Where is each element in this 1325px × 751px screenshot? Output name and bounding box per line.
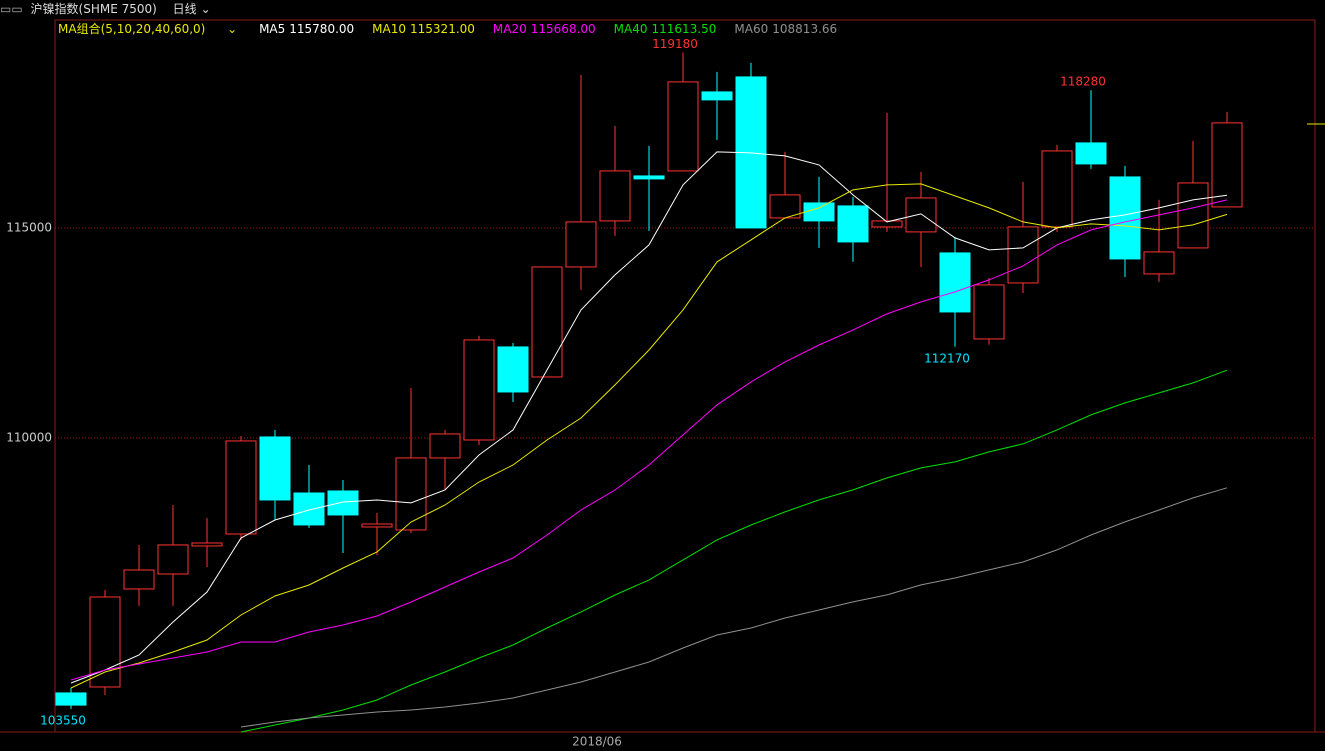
candle-body [973, 284, 1005, 340]
legend-name: MA60 [734, 22, 769, 36]
legend-value: 115668.00 [530, 22, 596, 36]
legend-name: MA20 [492, 22, 527, 36]
high-label: 118280 [1060, 75, 1106, 89]
low-label: 103550 [40, 713, 86, 727]
candle-body [123, 569, 155, 590]
instrument: 沪镍指数(SHME 7500) [30, 2, 157, 16]
candle-body [701, 91, 733, 101]
legend-entry: MA40 111613.50 [614, 22, 717, 36]
ma-line [70, 151, 1228, 684]
legend-name: MA5 [259, 22, 286, 36]
candle-body [803, 202, 835, 222]
candle-body [225, 440, 257, 535]
candle-body [361, 523, 393, 528]
candle-body [1211, 122, 1243, 208]
candle-body [463, 339, 495, 441]
candle-body [871, 220, 903, 228]
candle-body [1007, 226, 1039, 284]
candle-body [531, 266, 563, 378]
ma-line [240, 487, 1228, 728]
candle-body [259, 436, 291, 501]
legend-entry: MA5 115780.00 [259, 22, 354, 36]
candle-body [191, 542, 223, 547]
legend-name: MA10 [372, 22, 407, 36]
legend-entry: MA10 115321.00 [372, 22, 475, 36]
legend-name: MA40 [613, 22, 648, 36]
period: 日线 [172, 2, 197, 16]
period-select[interactable]: 日线 ⌄ [172, 2, 211, 16]
candle-body [1109, 176, 1141, 260]
candle-body [55, 692, 87, 706]
candle-body [1177, 182, 1209, 249]
candle-body [565, 221, 597, 268]
legend-entry: MA20 115668.00 [493, 22, 596, 36]
ma-line [70, 199, 1228, 681]
candle-body [157, 544, 189, 575]
candle-body [1041, 150, 1073, 228]
candle-body [667, 81, 699, 172]
candle-body [905, 197, 937, 233]
candle-body [395, 457, 427, 531]
candle-body [1143, 251, 1175, 275]
ma-group-label: MA组合(5,10,20,40,60,0) [58, 22, 206, 36]
candle-body [327, 490, 359, 516]
legend-value: 111613.50 [651, 22, 717, 36]
ma-line [240, 369, 1228, 733]
candle-body [429, 433, 461, 459]
legend-value: 115780.00 [289, 22, 355, 36]
x-tick-label: 2018/06 [572, 735, 622, 749]
candle-body [633, 175, 665, 180]
candle-body [837, 205, 869, 243]
window-icon[interactable]: ▭▭ [0, 2, 23, 16]
legend-value: 108813.66 [772, 22, 838, 36]
toolbar: ▭▭ 沪镍指数(SHME 7500) 日线 ⌄ [0, 0, 1325, 18]
candle-body [293, 492, 325, 526]
candle-body [1075, 142, 1107, 165]
legend: MA组合(5,10,20,40,60,0) ⌄ MA5 115780.00 MA10… [58, 20, 855, 38]
candle-body [939, 252, 971, 313]
low-label: 112170 [924, 351, 970, 365]
y-tick-label: 115000 [6, 220, 52, 234]
candle-body [599, 170, 631, 222]
candle-body [497, 346, 529, 393]
legend-value: 115321.00 [410, 22, 475, 36]
y-tick-label: 110000 [6, 430, 52, 444]
ma-line [70, 183, 1228, 689]
ma-group[interactable]: MA组合(5,10,20,40,60,0) ⌄ [58, 22, 238, 36]
legend-entry: MA60 108813.66 [734, 22, 837, 36]
high-label: 119180 [652, 37, 698, 51]
